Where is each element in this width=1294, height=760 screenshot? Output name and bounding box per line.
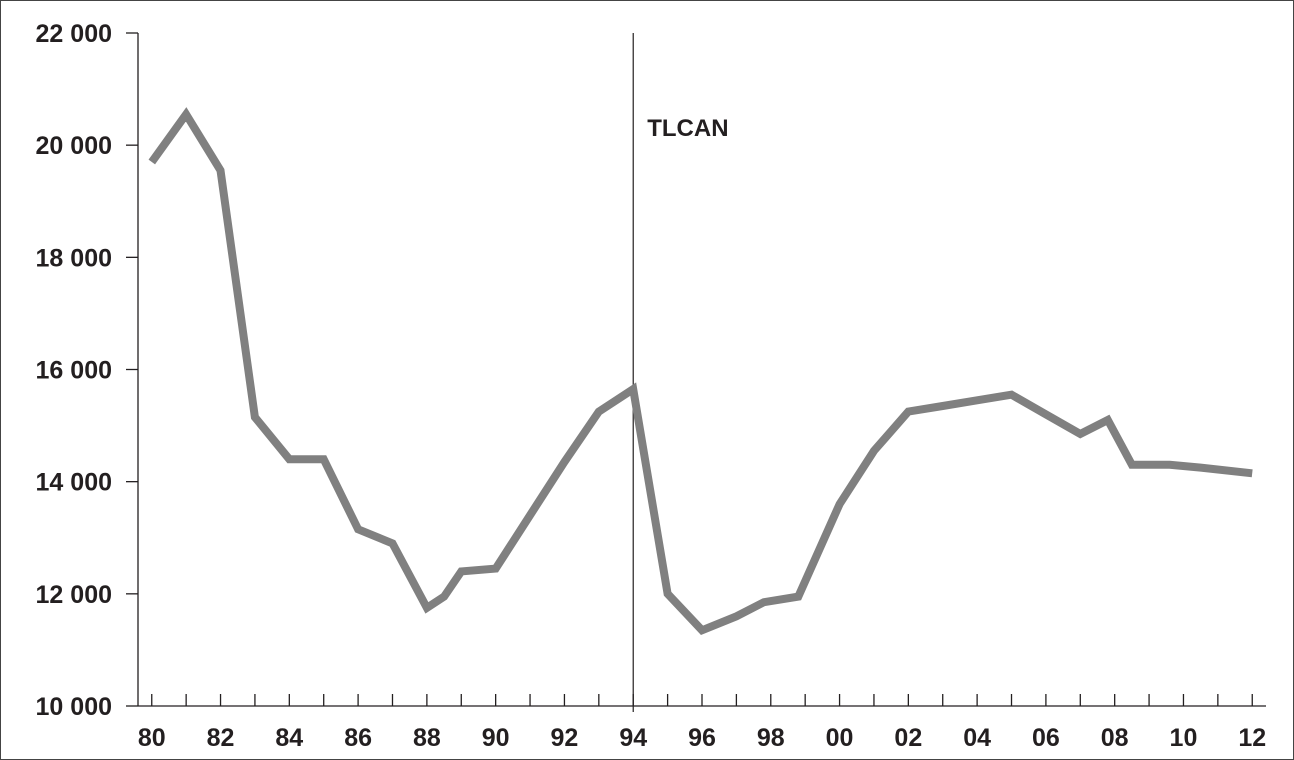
x-tick-label: 88 [413, 724, 441, 752]
x-tick-label: 84 [275, 724, 303, 752]
x-tick-label: 94 [619, 724, 647, 752]
x-tick-label: 86 [344, 724, 372, 752]
tlcan-label: TLCAN [647, 115, 728, 142]
annotations: TLCAN [632, 33, 729, 712]
x-axis-ticks: 80 82 84 86 88 90 92 94 96 98 00 02 04 06 08 10 12 [138, 694, 1266, 752]
x-tick-label: 98 [757, 724, 785, 752]
y-tick-label: 18 000 [36, 244, 112, 272]
x-tick-label: 08 [1101, 724, 1129, 752]
y-tick-label: 22 000 [36, 20, 112, 48]
x-tick-label: 10 [1170, 724, 1198, 752]
x-tick-label: 92 [551, 724, 579, 752]
x-tick-label: 00 [826, 724, 854, 752]
y-tick-label: 10 000 [36, 693, 112, 721]
x-tick-label: 04 [963, 724, 991, 752]
x-tick-label: 06 [1032, 724, 1060, 752]
series-group [148, 107, 1253, 636]
series-line [148, 107, 1253, 636]
x-tick-label: 02 [894, 724, 922, 752]
y-tick-label: 16 000 [36, 357, 112, 385]
y-tick-label: 12 000 [36, 581, 112, 609]
x-tick-label: 96 [688, 724, 716, 752]
y-axis-ticks: 10 000 12 000 14 000 16 000 18 000 20 000 22 0… [36, 20, 138, 721]
y-tick-label: 14 000 [36, 469, 112, 497]
x-tick-label: 80 [138, 724, 166, 752]
y-tick-label: 20 000 [36, 132, 112, 160]
x-tick-label: 82 [207, 724, 235, 752]
x-tick-label: 90 [482, 724, 510, 752]
x-tick-label: 12 [1238, 724, 1266, 752]
